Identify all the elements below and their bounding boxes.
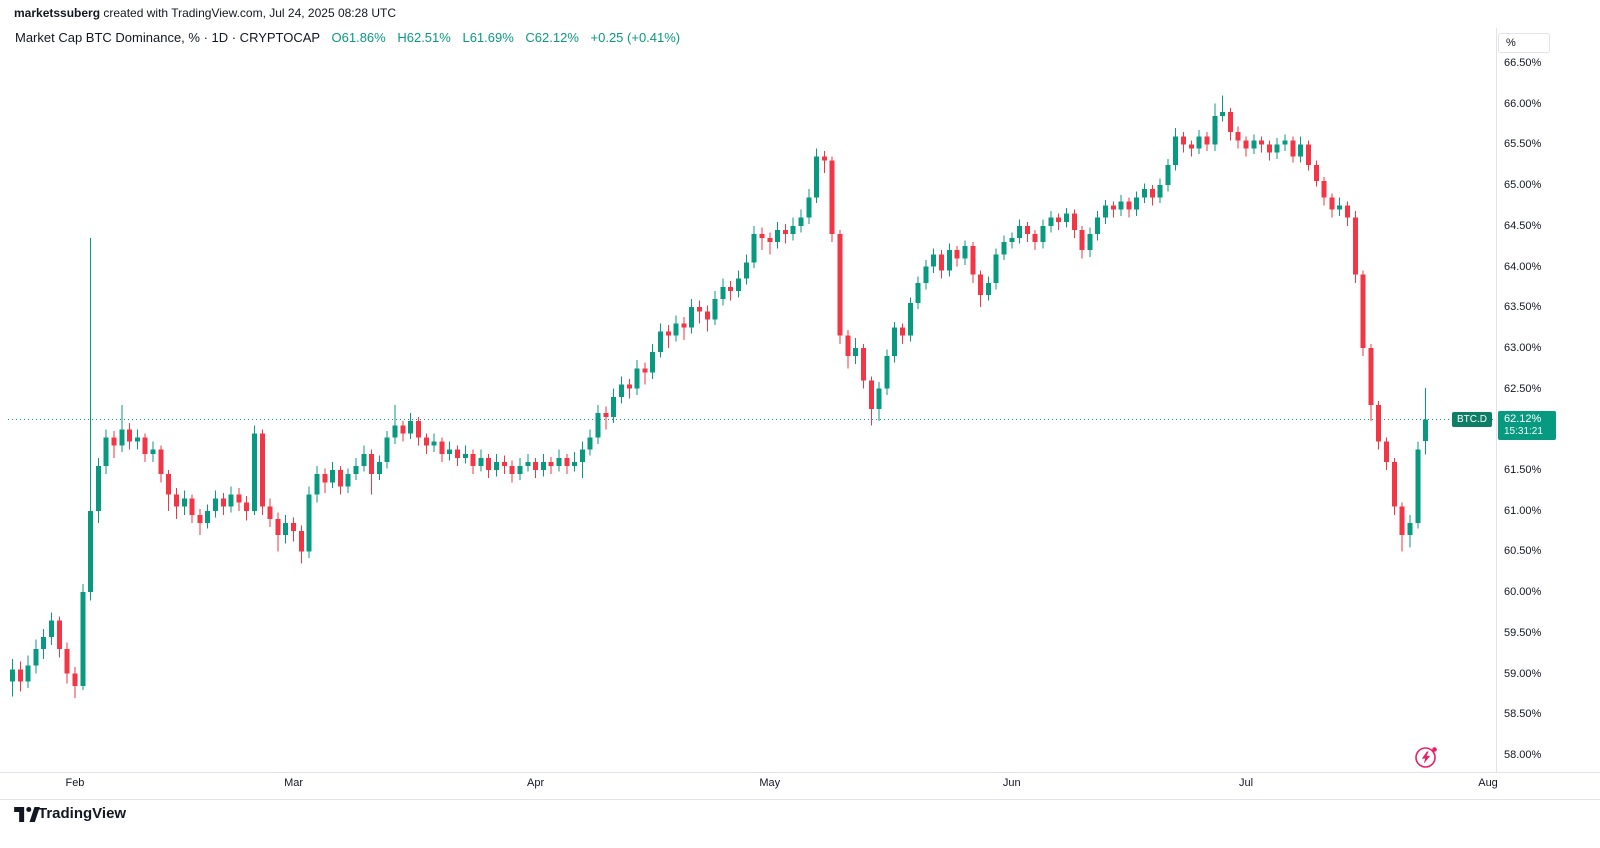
ohlc-high-label: H xyxy=(397,30,407,45)
time-scale[interactable]: Feb Mar Apr May Jun Jul Aug xyxy=(0,772,1497,800)
x-tick-label: Mar xyxy=(284,777,304,789)
y-tick-label: 61.50% xyxy=(1504,464,1542,477)
y-tick-label: 62.50% xyxy=(1504,382,1542,395)
y-tick-label: 63.00% xyxy=(1504,341,1542,354)
price-scale[interactable]: 66.50% 66.00% 65.50% 65.00% 64.50% 64.00% 63.5… xyxy=(1497,0,1600,772)
attribution-text: created with TradingView.com, Jul 24, 20… xyxy=(100,6,396,20)
y-tick-label: 59.00% xyxy=(1504,667,1542,680)
x-tick-label: Feb xyxy=(65,777,85,789)
y-tick-label: 65.00% xyxy=(1504,179,1542,192)
y-tick-label: 65.50% xyxy=(1504,138,1542,151)
y-tick-label: 61.00% xyxy=(1504,504,1542,517)
ohlc-close-value: 62.12% xyxy=(534,30,579,45)
y-tick-label: 64.50% xyxy=(1504,219,1542,232)
tradingview-wordmark[interactable]: TradingView xyxy=(38,805,127,822)
y-tick-label: 58.00% xyxy=(1504,749,1542,761)
tradingview-logo[interactable] xyxy=(14,807,40,822)
ohlc-open-label: O xyxy=(331,30,342,45)
ohlc-low: L61.69% xyxy=(462,30,513,45)
symbol-title[interactable]: Market Cap BTC Dominance, % · 1D · CRYPT… xyxy=(15,30,320,45)
last-price-value: 62.12% xyxy=(1504,413,1542,426)
change-value: +0.25 (+0.41%) xyxy=(590,30,681,45)
ohlc-low-label: L xyxy=(462,30,470,45)
y-tick-label: 58.50% xyxy=(1504,708,1542,721)
ohlc-open-value: 61.86% xyxy=(341,30,386,45)
lightning-icon[interactable] xyxy=(1412,743,1440,771)
attribution-username: marketssuberg xyxy=(14,6,101,20)
chart-legend: Market Cap BTC Dominance, % · 1D · CRYPT… xyxy=(15,30,680,45)
y-tick-label: 60.00% xyxy=(1504,586,1542,599)
last-price-label: 62.12% 15:31:21 xyxy=(1498,411,1556,441)
y-tick-label: 63.50% xyxy=(1504,301,1542,314)
ohlc-high: H62.51% xyxy=(397,30,450,45)
x-tick-label: May xyxy=(759,777,781,789)
price-line-symbol-badge: BTC.D xyxy=(1452,412,1492,428)
price-scale-unit-button[interactable]: % xyxy=(1498,33,1550,53)
ohlc-close: C62.12% xyxy=(525,30,578,45)
y-tick-label: 64.00% xyxy=(1504,260,1542,273)
ohlc-open: O61.86% xyxy=(332,30,386,45)
attribution-line: marketssuberg created with TradingView.c… xyxy=(14,6,396,20)
y-tick-label: 66.00% xyxy=(1504,97,1542,110)
x-tick-label: Jul xyxy=(1238,777,1254,789)
x-tick-label: Apr xyxy=(527,777,545,789)
y-tick-label: 59.50% xyxy=(1504,626,1542,639)
ohlc-close-label: C xyxy=(525,30,535,45)
y-tick-label: 66.50% xyxy=(1504,57,1542,69)
x-tick-label: Jun xyxy=(1002,777,1021,789)
x-tick-label: Aug xyxy=(1478,777,1497,789)
ohlc-high-value: 62.51% xyxy=(406,30,451,45)
y-tick-label: 60.50% xyxy=(1504,545,1542,558)
bar-countdown: 15:31:21 xyxy=(1504,426,1543,438)
ohlc-low-value: 61.69% xyxy=(469,30,514,45)
